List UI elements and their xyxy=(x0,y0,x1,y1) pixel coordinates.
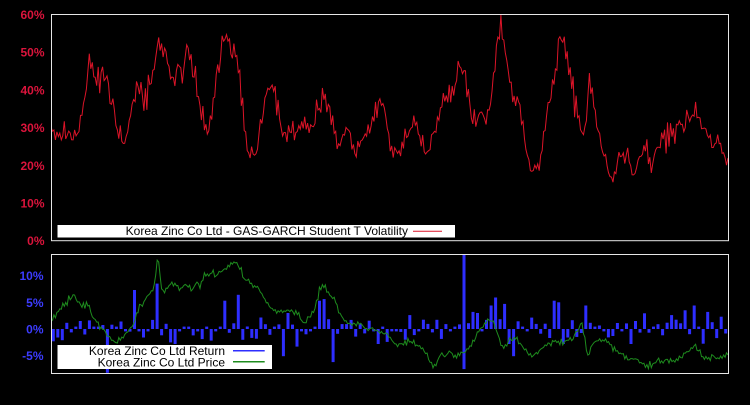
svg-text:0%: 0% xyxy=(27,234,45,248)
svg-text:5%: 5% xyxy=(26,296,44,310)
svg-text:Korea Zinc Co Ltd Price: Korea Zinc Co Ltd Price xyxy=(98,356,226,370)
svg-text:Korea Zinc Co Ltd - GAS-GARCH: Korea Zinc Co Ltd - GAS-GARCH Student T … xyxy=(126,224,408,238)
svg-text:0%: 0% xyxy=(26,323,44,337)
svg-text:40%: 40% xyxy=(20,83,44,97)
svg-text:-5%: -5% xyxy=(22,349,44,363)
svg-text:Korea Zinc Co Ltd Return: Korea Zinc Co Ltd Return xyxy=(89,344,225,358)
svg-text:10%: 10% xyxy=(19,269,43,283)
svg-text:60%: 60% xyxy=(20,8,44,22)
svg-text:30%: 30% xyxy=(20,121,44,135)
svg-text:10%: 10% xyxy=(20,197,44,211)
svg-text:20%: 20% xyxy=(20,159,44,173)
svg-text:50%: 50% xyxy=(20,46,44,60)
